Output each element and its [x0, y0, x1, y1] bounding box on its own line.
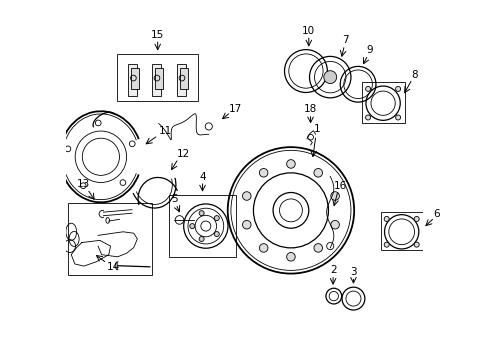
Circle shape — [330, 192, 339, 200]
Text: 9: 9 — [366, 45, 372, 55]
Text: 7: 7 — [342, 35, 348, 45]
Circle shape — [214, 231, 219, 237]
Circle shape — [330, 220, 339, 229]
Bar — [177, 64, 185, 96]
Text: 10: 10 — [302, 26, 315, 36]
Circle shape — [214, 216, 219, 221]
Bar — [180, 68, 187, 89]
Circle shape — [313, 244, 322, 252]
Circle shape — [323, 71, 336, 84]
Text: 5: 5 — [170, 194, 177, 204]
Text: 11: 11 — [158, 126, 171, 136]
Circle shape — [199, 237, 203, 242]
Text: 16: 16 — [333, 181, 346, 192]
Text: 17: 17 — [228, 104, 242, 113]
Circle shape — [242, 220, 250, 229]
Text: 18: 18 — [304, 104, 317, 114]
Circle shape — [199, 211, 203, 216]
Circle shape — [189, 224, 194, 229]
Circle shape — [259, 168, 267, 177]
Circle shape — [259, 244, 267, 252]
Circle shape — [286, 252, 295, 261]
Circle shape — [242, 192, 250, 200]
Circle shape — [313, 168, 322, 177]
Text: 13: 13 — [77, 179, 90, 189]
Bar — [131, 68, 139, 89]
Bar — [152, 64, 160, 96]
Circle shape — [365, 115, 370, 120]
Bar — [362, 82, 404, 123]
Circle shape — [413, 216, 418, 221]
Text: 3: 3 — [349, 267, 356, 277]
Bar — [117, 54, 198, 102]
Bar — [380, 212, 422, 250]
Text: 2: 2 — [330, 265, 336, 275]
Text: 15: 15 — [151, 30, 164, 40]
Circle shape — [365, 86, 370, 91]
Circle shape — [395, 86, 400, 91]
Bar — [155, 68, 163, 89]
Text: 8: 8 — [410, 69, 417, 80]
Text: 1: 1 — [313, 124, 320, 134]
Bar — [169, 195, 235, 257]
Text: 12: 12 — [176, 149, 189, 159]
Text: 4: 4 — [199, 172, 205, 182]
Text: 14: 14 — [106, 262, 120, 272]
Circle shape — [413, 242, 418, 247]
Bar — [128, 64, 137, 96]
Bar — [67, 203, 151, 275]
Circle shape — [384, 242, 388, 247]
Text: 6: 6 — [432, 209, 439, 219]
Circle shape — [395, 115, 400, 120]
Circle shape — [384, 216, 388, 221]
Circle shape — [286, 159, 295, 168]
